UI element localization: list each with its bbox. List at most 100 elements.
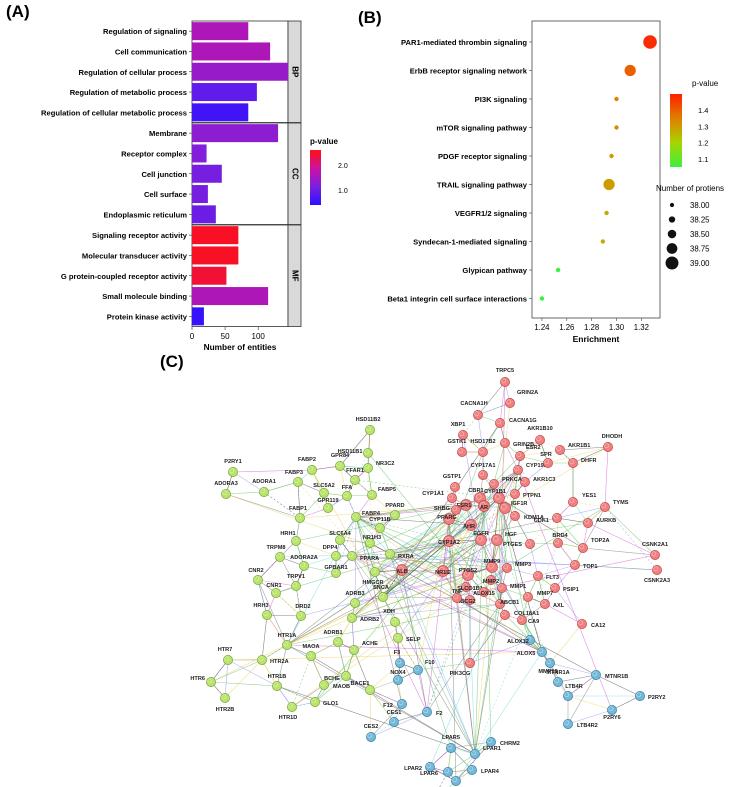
node-circle bbox=[335, 535, 345, 545]
node-highlight bbox=[503, 564, 509, 570]
node-circle bbox=[395, 658, 405, 668]
network-node: TRPC5 bbox=[496, 368, 514, 387]
node-circle bbox=[555, 445, 565, 455]
network-node: P2RY1 bbox=[224, 459, 242, 477]
node-circle bbox=[517, 615, 527, 625]
bar bbox=[192, 185, 208, 204]
x-axis-label: Enrichment bbox=[573, 334, 620, 344]
node-label: GLO1 bbox=[323, 701, 338, 707]
network-node: DRD2 bbox=[295, 604, 311, 621]
node-label: DPP4 bbox=[323, 545, 339, 551]
node-circle bbox=[543, 458, 553, 468]
node-highlight bbox=[332, 569, 338, 575]
network-node: HTR1A bbox=[278, 633, 296, 650]
network-node: FLT3 bbox=[533, 571, 559, 581]
x-tick-label: 1.30 bbox=[609, 323, 625, 332]
node-label: CES1 bbox=[387, 710, 402, 716]
node-circle bbox=[533, 571, 543, 581]
node-label: LPAR1 bbox=[483, 746, 501, 752]
size-legend-label: 38.50 bbox=[690, 230, 710, 239]
network-node: MMP2 bbox=[483, 575, 499, 585]
network-node: BCHE bbox=[324, 671, 351, 682]
network-node: FABP5 bbox=[367, 487, 396, 500]
node-highlight bbox=[307, 652, 313, 658]
node-highlight bbox=[479, 448, 485, 454]
node-label: GPR84 bbox=[331, 453, 350, 459]
node-label: DHODH bbox=[602, 434, 623, 440]
node-circle bbox=[523, 592, 533, 602]
network-node: PTPN1 bbox=[510, 489, 541, 499]
node-label: FABP1 bbox=[289, 506, 307, 512]
node-highlight bbox=[487, 738, 493, 744]
node-label: ADORA1 bbox=[252, 479, 276, 485]
network-edge bbox=[401, 569, 428, 713]
colorbar-tick-label: 1.2 bbox=[698, 139, 708, 148]
network-node: FFA bbox=[342, 485, 352, 501]
network-edge bbox=[498, 497, 543, 653]
network-node: MAOA bbox=[302, 644, 320, 661]
network-node: TRPM8 bbox=[267, 545, 285, 562]
node-circle bbox=[470, 749, 480, 759]
network-node: XDH bbox=[383, 609, 400, 627]
node-highlight bbox=[224, 656, 230, 662]
network-edge bbox=[604, 506, 658, 571]
node-label: CA12 bbox=[591, 623, 605, 629]
network-edge bbox=[504, 442, 519, 471]
node-label: P2RY2 bbox=[648, 695, 666, 701]
node-circle bbox=[552, 513, 562, 523]
node-circle bbox=[650, 550, 660, 560]
size-legend-dot bbox=[668, 216, 676, 223]
network-edge bbox=[567, 674, 597, 725]
node-label: CBR1 bbox=[468, 488, 483, 494]
network-node: YES1 bbox=[568, 493, 596, 507]
network-edge bbox=[401, 539, 482, 571]
node-label: CYP1A2 bbox=[438, 540, 460, 546]
data-point bbox=[643, 35, 657, 49]
node-label: LTB4R2 bbox=[577, 723, 598, 729]
network-edge bbox=[257, 556, 281, 581]
node-circle bbox=[446, 743, 456, 753]
bar bbox=[192, 266, 227, 285]
network-edge bbox=[276, 685, 316, 703]
network-node: MTNR1B bbox=[591, 670, 628, 680]
node-circle bbox=[510, 511, 520, 521]
node-highlight bbox=[343, 492, 349, 498]
network-node: HTR2B bbox=[216, 693, 234, 713]
network-node: SNCA bbox=[373, 585, 389, 602]
network-edge bbox=[339, 429, 371, 467]
network-node: ESR2 bbox=[515, 445, 541, 461]
network-node: CSNK2A1 bbox=[642, 542, 668, 560]
node-circle bbox=[342, 491, 352, 501]
node-highlight bbox=[368, 491, 374, 497]
node-highlight bbox=[229, 468, 235, 474]
node-label: AR bbox=[480, 505, 488, 511]
node-highlight bbox=[444, 768, 450, 774]
network-edge bbox=[504, 614, 531, 641]
node-label: FABP3 bbox=[285, 470, 303, 476]
network-edge bbox=[276, 685, 476, 755]
node-label: MTNR1A bbox=[546, 670, 569, 676]
node-label: SELP bbox=[406, 637, 421, 643]
node-highlight bbox=[516, 452, 522, 458]
node-highlight bbox=[367, 733, 373, 739]
network-edge bbox=[456, 506, 606, 599]
network-node: LTB4R bbox=[563, 684, 583, 701]
node-label: SPR bbox=[540, 452, 552, 458]
node-highlight bbox=[459, 431, 465, 437]
node-circle bbox=[462, 569, 474, 581]
node-label: CNR1 bbox=[266, 583, 281, 589]
network-node: RXRA bbox=[385, 549, 414, 560]
data-point bbox=[539, 296, 545, 301]
network-node: GRIN2A bbox=[505, 390, 538, 408]
network-node: HRH1 bbox=[280, 531, 301, 546]
category-label: TRAIL signaling pathway bbox=[437, 181, 528, 190]
plot-area bbox=[531, 20, 661, 319]
node-label: AKR1C3 bbox=[533, 477, 555, 483]
node-label: HTR6 bbox=[190, 676, 205, 682]
node-circle bbox=[347, 551, 357, 561]
node-label: CYP1A1 bbox=[422, 491, 444, 497]
network-node: CHRM2 bbox=[486, 737, 520, 747]
node-circle bbox=[206, 677, 216, 687]
network-node: TRPV1 bbox=[287, 574, 305, 591]
node-highlight bbox=[263, 611, 269, 617]
